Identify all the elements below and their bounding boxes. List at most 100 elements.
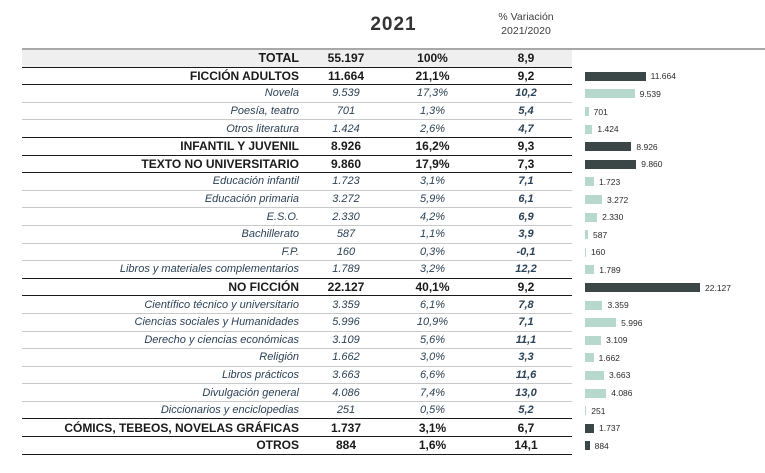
category-bar	[585, 195, 602, 205]
table-row: Libros y materiales complementarios 1.78…	[22, 261, 765, 279]
titles-value: 22.127	[327, 280, 365, 295]
category-bar	[585, 335, 602, 345]
bar-value-label: 8.926	[636, 141, 658, 152]
bar-value-label: 5.996	[621, 317, 643, 328]
row-cells: Otros literatura 1.424 2,6% 4,7	[22, 120, 572, 138]
titles-value: 251	[336, 404, 356, 417]
variation-value: 7,8	[518, 298, 534, 311]
row-cells: Bachillerato 587 1,1% 3,9	[22, 226, 572, 244]
variation-value: 8,9	[517, 51, 535, 66]
share-percentage: 1,1%	[419, 228, 446, 241]
bar-zone: 701	[585, 103, 765, 121]
share-percentage: 0,5%	[419, 404, 446, 417]
row-cells: OTROS 884 1,6% 14,1	[22, 437, 572, 455]
table-row: Novela 9.539 17,3% 10,2 9.539	[22, 85, 765, 103]
share-percentage: 2,6%	[419, 122, 446, 135]
category-bar	[585, 388, 607, 398]
category-label: Derecho y ciencias económicas	[144, 333, 299, 346]
variation-value: 9,2	[517, 68, 535, 83]
share-percentage: 40,1%	[415, 280, 450, 295]
bar-zone: 1.789	[585, 261, 765, 279]
variation-value: 7,1	[518, 316, 534, 329]
bar-value-label: 9.860	[641, 159, 663, 170]
row-cells: INFANTIL Y JUVENIL 8.926 16,2% 9,3	[22, 138, 572, 156]
category-label: Libros prácticos	[221, 368, 299, 381]
bar-value-label: 1.662	[598, 352, 620, 363]
titles-value: 1.662	[332, 351, 360, 364]
titles-value: 5.996	[332, 316, 360, 329]
table-row: Derecho y ciencias económicas 3.109 5,6%…	[22, 332, 765, 350]
category-label: Otros literatura	[226, 122, 299, 135]
table-row: Religión 1.662 3,0% 3,3 1.662	[22, 349, 765, 367]
table-row: Poesía, teatro 701 1,3% 5,4 701	[22, 103, 765, 121]
titles-value: 1.723	[332, 175, 360, 188]
bar-value-label: 11.664	[650, 71, 676, 82]
share-percentage: 3,1%	[419, 175, 446, 188]
category-bar	[585, 230, 589, 240]
row-cells: Poesía, teatro 701 1,3% 5,4	[22, 103, 572, 121]
bar-zone: 3.663	[585, 367, 765, 385]
bar-zone: 11.664	[585, 68, 765, 86]
row-cells: Científico técnico y universitario 3.359…	[22, 296, 572, 314]
share-percentage: 1,3%	[419, 105, 446, 118]
column-header-variation: % Variación 2021/2020	[480, 11, 572, 38]
bar-value-label: 9.539	[639, 88, 661, 99]
category-label: Ciencias sociales y Humanidades	[134, 316, 299, 329]
row-cells: NO FICCIÓN 22.127 40,1% 9,2	[22, 279, 572, 297]
category-bar	[585, 423, 595, 433]
titles-value: 884	[335, 438, 357, 453]
bar-zone: 3.272	[585, 191, 765, 209]
titles-value: 1.424	[332, 122, 360, 135]
category-label: Diccionarios y enciclopedias	[160, 404, 299, 417]
row-cells: Ciencias sociales y Humanidades 5.996 10…	[22, 314, 572, 332]
bar-zone: 884	[585, 437, 765, 455]
table-row: TOTAL 55.197 100% 8,9	[22, 50, 765, 68]
category-bar	[585, 370, 605, 380]
variation-value: -0,1	[516, 245, 536, 258]
share-percentage: 6,6%	[419, 368, 446, 381]
share-percentage: 0,3%	[419, 245, 446, 258]
table-row: Libros prácticos 3.663 6,6% 11,6 3.663	[22, 367, 765, 385]
category-label: Bachillerato	[241, 228, 299, 241]
table-row: CÓMICS, TEBEOS, NOVELAS GRÁFICAS 1.737 3…	[22, 419, 765, 438]
variation-value: 11,1	[515, 333, 537, 346]
share-percentage: 5,6%	[419, 333, 446, 346]
category-label: Divulgación general	[202, 386, 299, 399]
category-label: Libros y materiales complementarios	[119, 263, 299, 276]
titles-value: 9.539	[332, 87, 360, 100]
bar-zone: 5.996	[585, 314, 765, 332]
category-label: CÓMICS, TEBEOS, NOVELAS GRÁFICAS	[64, 420, 299, 435]
category-label: Educación primaria	[204, 193, 299, 206]
share-percentage: 17,9%	[415, 156, 450, 171]
category-bar	[585, 71, 646, 81]
variation-value: 11,6	[515, 368, 537, 381]
titles-value: 587	[336, 228, 356, 241]
row-cells: Divulgación general 4.086 7,4% 13,0	[22, 384, 572, 402]
table-row: OTROS 884 1,6% 14,1 884	[22, 437, 765, 455]
bar-zone: 9.860	[585, 156, 765, 174]
variation-value: 5,2	[518, 404, 534, 417]
row-cells: Novela 9.539 17,3% 10,2	[22, 85, 572, 103]
share-percentage: 17,3%	[416, 87, 449, 100]
titles-value: 701	[336, 105, 356, 118]
table-row: TEXTO NO UNIVERSITARIO 9.860 17,9% 7,3 9…	[22, 156, 765, 174]
share-percentage: 3,2%	[419, 263, 446, 276]
column-group-header-year: 2021	[370, 14, 417, 35]
bar-value-label: 160	[591, 247, 606, 258]
row-cells: Libros prácticos 3.663 6,6% 11,6	[22, 367, 572, 385]
table-row: INFANTIL Y JUVENIL 8.926 16,2% 9,3 8.926	[22, 138, 765, 156]
bar-zone: 9.539	[585, 85, 765, 103]
category-label: E.S.O.	[266, 210, 299, 223]
bar-zone: 1.737	[585, 419, 765, 437]
category-label: FICCIÓN ADULTOS	[189, 68, 299, 83]
table-row: Científico técnico y universitario 3.359…	[22, 296, 765, 314]
category-label: Educación infantil	[212, 175, 299, 188]
row-cells: CÓMICS, TEBEOS, NOVELAS GRÁFICAS 1.737 3…	[22, 419, 572, 438]
variation-value: 9,3	[517, 139, 535, 154]
share-percentage: 3,0%	[419, 351, 446, 364]
data-table: TOTAL 55.197 100% 8,9 FICCIÓN ADULTOS 11…	[22, 48, 765, 455]
share-percentage: 10,9%	[416, 316, 449, 329]
table-row: Diccionarios y enciclopedias 251 0,5% 5,…	[22, 402, 765, 420]
variation-value: 5,4	[518, 105, 534, 118]
row-cells: E.S.O. 2.330 4,2% 6,9	[22, 208, 572, 226]
